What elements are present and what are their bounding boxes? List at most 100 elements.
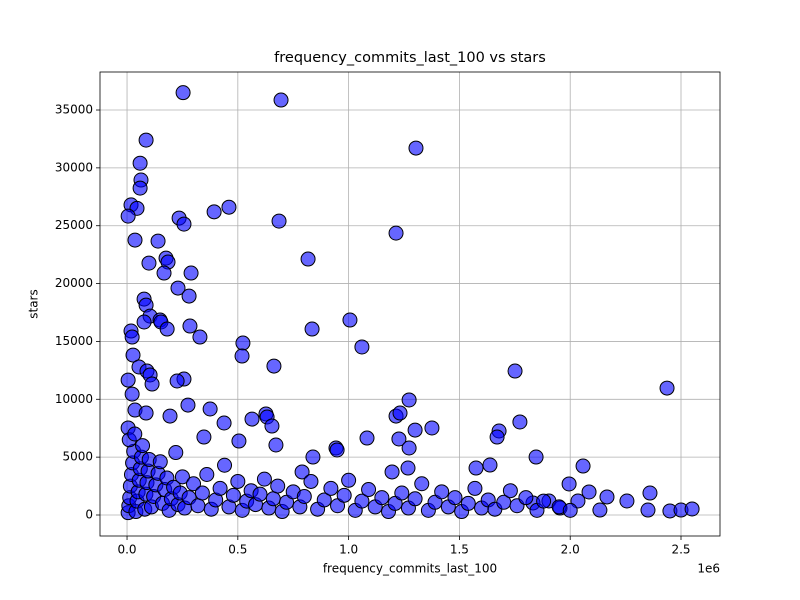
scatter-point <box>468 460 484 476</box>
scatter-point <box>138 405 154 421</box>
scatter-point <box>300 251 316 267</box>
y-tick-label: 5000 <box>62 450 93 464</box>
scatter-point <box>230 473 246 489</box>
scatter-point <box>141 255 157 271</box>
scatter-point <box>408 140 424 156</box>
scatter-point <box>507 363 523 379</box>
scatter-point <box>136 314 152 330</box>
scatter-point <box>394 485 410 501</box>
scatter-point <box>489 429 505 445</box>
scatter-point <box>407 491 423 507</box>
scatter-point <box>120 372 136 388</box>
scatter-point <box>266 358 282 374</box>
scatter-point <box>124 329 140 345</box>
scatter-point <box>170 280 186 296</box>
scatter-point <box>581 484 597 500</box>
scatter-point <box>640 502 656 518</box>
scatter-point <box>304 321 320 337</box>
scatter-point <box>162 408 178 424</box>
scatter-point <box>561 476 577 492</box>
scatter-point <box>401 392 417 408</box>
scatter-point <box>407 422 423 438</box>
scatter-point <box>231 433 247 449</box>
x-offset-text: 1e6 <box>697 562 720 576</box>
scatter-point <box>562 502 578 518</box>
scatter-point <box>502 483 518 499</box>
scatter-point <box>132 155 148 171</box>
scatter-point <box>329 442 345 458</box>
scatter-point <box>336 487 352 503</box>
scatter-point <box>183 265 199 281</box>
scatter-point <box>234 348 250 364</box>
scatter-point <box>124 386 140 402</box>
scatter-point <box>273 92 289 108</box>
scatter-point <box>221 199 237 215</box>
scatter-point <box>518 490 534 506</box>
scatter-point <box>132 180 148 196</box>
scatter-point <box>467 480 483 496</box>
scatter-point <box>354 339 370 355</box>
scatter-point <box>180 397 196 413</box>
scatter-point <box>460 495 476 511</box>
scatter-point <box>199 466 215 482</box>
scatter-point <box>414 476 430 492</box>
scatter-point <box>392 405 408 421</box>
scatter-point <box>388 225 404 241</box>
scatter-point <box>176 216 192 232</box>
scatter-point <box>190 498 206 514</box>
y-tick-label: 0 <box>85 507 93 521</box>
scatter-point <box>361 482 377 498</box>
scatter-point <box>642 485 658 501</box>
scatter-point <box>135 438 151 454</box>
scatter-point <box>216 415 232 431</box>
scatter-point <box>305 449 321 465</box>
scatter-point <box>217 457 233 473</box>
scatter-point <box>342 312 358 328</box>
x-tick-label: 0.0 <box>117 543 136 557</box>
scatter-point <box>182 318 198 334</box>
scatter-point <box>244 411 260 427</box>
scatter-point <box>575 458 591 474</box>
y-tick-label: 25000 <box>55 218 93 232</box>
scatter-point <box>181 288 197 304</box>
scatter-point <box>252 486 268 502</box>
scatter-point <box>212 480 228 496</box>
scatter-point <box>400 460 416 476</box>
chart-title: frequency_commits_last_100 vs stars <box>274 50 546 66</box>
scatter-point <box>152 454 168 470</box>
scatter-point <box>447 490 463 506</box>
x-tick-label: 1.0 <box>339 543 358 557</box>
scatter-point <box>270 478 286 494</box>
scatter-point <box>296 488 312 504</box>
scatter-point <box>341 472 357 488</box>
scatter-point <box>125 347 141 363</box>
y-tick-label: 30000 <box>55 160 93 174</box>
scatter-point <box>384 464 400 480</box>
scatter-point <box>202 401 218 417</box>
scatter-point <box>138 132 154 148</box>
y-tick-label: 20000 <box>55 276 93 290</box>
scatter-point <box>294 464 310 480</box>
scatter-point <box>684 501 700 517</box>
scatter-point <box>659 380 675 396</box>
x-tick-label: 1.5 <box>450 543 469 557</box>
scatter-point <box>536 493 552 509</box>
scatter-point <box>354 493 370 509</box>
scatter-point <box>225 487 241 503</box>
scatter-point <box>144 376 160 392</box>
x-tick-label: 0.5 <box>228 543 247 557</box>
scatter-point <box>599 489 615 505</box>
scatter-point <box>271 213 287 229</box>
scatter-point <box>316 492 332 508</box>
scatter-point <box>174 469 190 485</box>
scatter-point <box>401 440 417 456</box>
scatter-point <box>592 502 608 518</box>
scatter-point <box>194 485 210 501</box>
scatter-point <box>168 445 184 461</box>
scatter-point <box>159 321 175 337</box>
scatter-point <box>127 232 143 248</box>
scatter-point <box>374 490 390 506</box>
scatter-point <box>265 491 281 507</box>
scatter-point <box>434 484 450 500</box>
